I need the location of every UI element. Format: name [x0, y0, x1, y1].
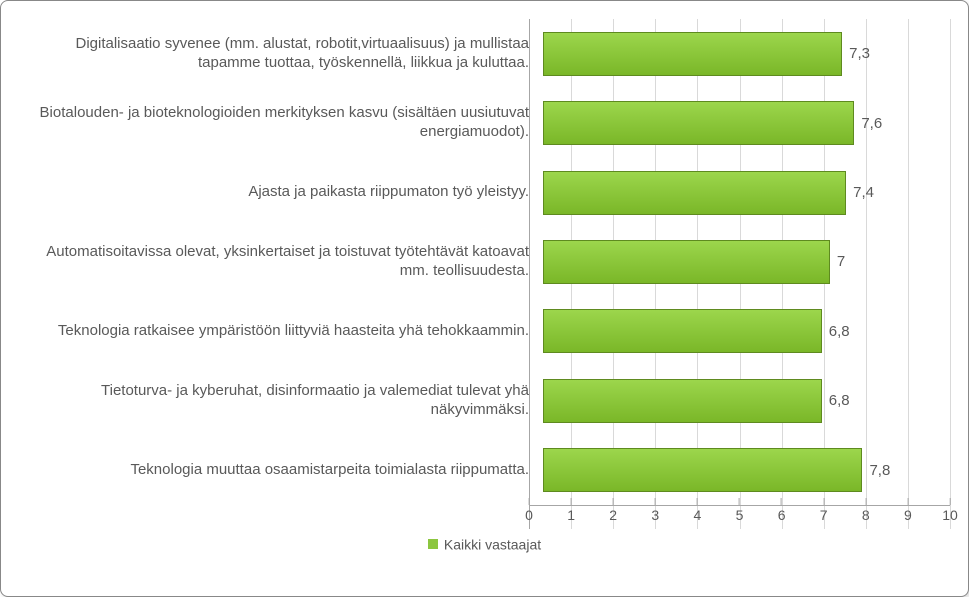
chart-rows: Digitalisaatio syvenee (mm. alustat, rob… — [19, 19, 950, 505]
bar-value-label: 7,3 — [849, 45, 870, 62]
x-tick-label: 9 — [904, 507, 912, 523]
x-tick-label: 2 — [609, 507, 617, 523]
bar: 7,3 — [543, 32, 842, 76]
x-tick-label: 8 — [862, 507, 870, 523]
x-tick-label: 1 — [567, 507, 575, 523]
bar-cell: 6,8 — [543, 366, 950, 435]
bar: 6,8 — [543, 309, 822, 353]
gridline — [950, 19, 951, 529]
category-label: Teknologia muuttaa osaamistarpeita toimi… — [19, 461, 543, 480]
bar: 6,8 — [543, 379, 822, 423]
plot-area: Digitalisaatio syvenee (mm. alustat, rob… — [19, 19, 950, 529]
bar-value-label: 7,4 — [853, 184, 874, 201]
legend-label: Kaikki vastaajat — [444, 536, 541, 552]
bar-cell: 7,4 — [543, 158, 950, 227]
category-label: Tietoturva- ja kyberuhat, disinformaatio… — [19, 382, 543, 420]
chart-row: Teknologia muuttaa osaamistarpeita toimi… — [19, 436, 950, 505]
chart-row: Biotalouden- ja bioteknologioiden merkit… — [19, 88, 950, 157]
x-tick-label: 5 — [736, 507, 744, 523]
bar: 7,4 — [543, 171, 846, 215]
chart-row: Automatisoitavissa olevat, yksinkertaise… — [19, 227, 950, 296]
bar-value-label: 7 — [837, 253, 845, 270]
x-tick-label: 10 — [942, 507, 958, 523]
chart-row: Digitalisaatio syvenee (mm. alustat, rob… — [19, 19, 950, 88]
category-label: Teknologia ratkaisee ympäristöön liittyv… — [19, 322, 543, 341]
category-label: Ajasta ja paikasta riippumaton työ yleis… — [19, 183, 543, 202]
chart-row: Ajasta ja paikasta riippumaton työ yleis… — [19, 158, 950, 227]
x-tick-label: 3 — [651, 507, 659, 523]
legend-swatch — [428, 539, 438, 549]
bar-cell: 7,3 — [543, 19, 950, 88]
x-tick-label: 7 — [820, 507, 828, 523]
chart-row: Teknologia ratkaisee ympäristöön liittyv… — [19, 297, 950, 366]
bar-value-label: 7,6 — [861, 115, 882, 132]
chart-row: Tietoturva- ja kyberuhat, disinformaatio… — [19, 366, 950, 435]
category-label: Biotalouden- ja bioteknologioiden merkit… — [19, 104, 543, 142]
legend: Kaikki vastaajat — [19, 535, 950, 552]
bar: 7 — [543, 240, 830, 284]
x-tick-label: 4 — [693, 507, 701, 523]
bar-value-label: 6,8 — [829, 323, 850, 340]
x-axis-ticks: 012345678910 — [529, 505, 950, 529]
bar-cell: 7,8 — [543, 436, 950, 505]
bar-value-label: 6,8 — [829, 392, 850, 409]
x-tick-label: 0 — [525, 507, 533, 523]
bar-value-label: 7,8 — [869, 462, 890, 479]
bar-cell: 7,6 — [543, 88, 950, 157]
bar: 7,8 — [543, 448, 862, 492]
bar-cell: 7 — [543, 227, 950, 296]
chart-card: Digitalisaatio syvenee (mm. alustat, rob… — [0, 0, 969, 597]
x-tick-label: 6 — [778, 507, 786, 523]
bar-cell: 6,8 — [543, 297, 950, 366]
x-axis: 012345678910 — [19, 505, 950, 529]
bar: 7,6 — [543, 101, 854, 145]
category-label: Digitalisaatio syvenee (mm. alustat, rob… — [19, 35, 543, 73]
category-label: Automatisoitavissa olevat, yksinkertaise… — [19, 243, 543, 281]
